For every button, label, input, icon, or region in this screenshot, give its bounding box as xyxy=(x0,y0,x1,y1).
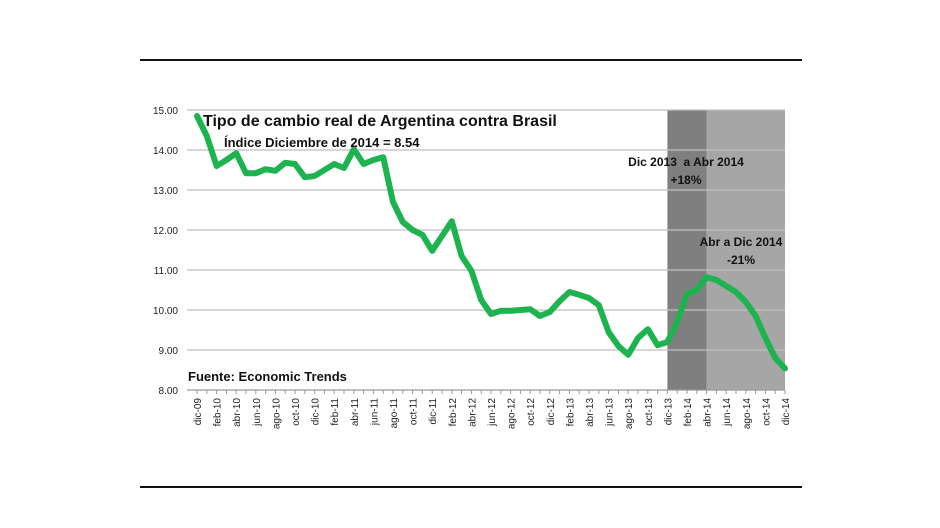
chart-subtitle: Índice Diciembre de 2014 = 8.54 xyxy=(224,135,420,150)
annotation-period-1: Dic 2013 a Abr 2014 xyxy=(628,155,744,169)
x-tick-label: ago-10 xyxy=(271,398,282,430)
annotation-change-2: -21% xyxy=(727,253,755,267)
annotation-period-2: Abr a Dic 2014 xyxy=(700,235,783,249)
x-tick-label: feb-13 xyxy=(565,398,576,427)
x-tick-label: dic-10 xyxy=(311,398,322,426)
y-tick-label: 11.00 xyxy=(154,266,179,277)
x-tick-label: feb-11 xyxy=(330,398,341,426)
x-tick-label: jun-11 xyxy=(369,398,380,426)
x-tick-label: oct-12 xyxy=(526,398,537,426)
x-tick-label: abr-10 xyxy=(232,398,243,427)
x-tick-label: dic-13 xyxy=(663,398,674,426)
x-tick-label: jun-13 xyxy=(605,398,616,427)
y-tick-label: 14.00 xyxy=(153,146,178,157)
bottom-rule xyxy=(140,486,802,488)
x-tick-label: dic-12 xyxy=(546,398,557,426)
x-tick-label: jun-10 xyxy=(252,398,263,427)
y-tick-label: 9.00 xyxy=(159,346,179,357)
source-note: Fuente: Economic Trends xyxy=(188,369,347,384)
x-tick-label: ago-13 xyxy=(624,398,635,430)
y-tick-label: 15.00 xyxy=(153,106,178,117)
x-tick-label: oct-10 xyxy=(291,398,302,426)
x-tick-label: oct-13 xyxy=(644,398,655,426)
x-tick-label: ago-12 xyxy=(507,398,518,430)
x-tick-label: ago-14 xyxy=(742,398,753,430)
x-tick-label: abr-12 xyxy=(467,398,478,427)
x-tick-label: abr-14 xyxy=(703,398,714,427)
x-tick-label: oct-14 xyxy=(761,398,772,426)
x-tick-label: dic-11 xyxy=(428,398,439,425)
x-tick-label: feb-12 xyxy=(448,398,459,427)
y-tick-label: 12.00 xyxy=(153,226,178,237)
top-rule xyxy=(140,59,802,61)
x-tick-label: jun-12 xyxy=(487,398,498,427)
chart-title: Tipo de cambio real de Argentina contra … xyxy=(203,113,557,130)
x-tick-label: abr-11 xyxy=(350,398,361,427)
y-tick-label: 8.00 xyxy=(159,386,179,397)
x-tick-label: oct-11 xyxy=(409,398,420,425)
x-tick-label: feb-14 xyxy=(683,398,694,427)
x-tick-label: dic-14 xyxy=(781,398,792,426)
x-tick-label: dic-09 xyxy=(193,398,204,426)
shaded-period-2 xyxy=(706,110,785,390)
x-tick-label: ago-11 xyxy=(389,398,400,429)
x-tick-label: feb-10 xyxy=(213,398,224,427)
y-tick-label: 13.00 xyxy=(153,186,178,197)
shaded-period-1 xyxy=(667,110,707,390)
x-tick-label: abr-13 xyxy=(585,398,596,427)
x-tick-label: jun-14 xyxy=(722,398,733,427)
y-tick-label: 10.00 xyxy=(153,306,178,317)
annotation-change-1: +18% xyxy=(670,173,701,187)
